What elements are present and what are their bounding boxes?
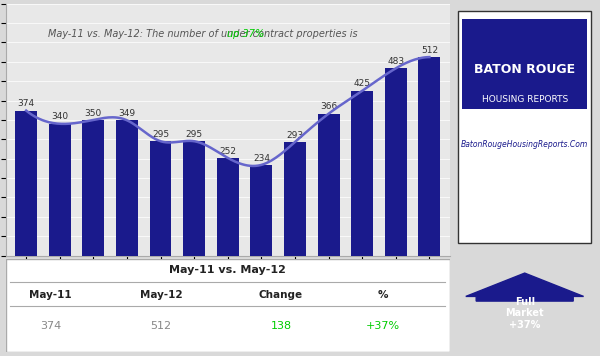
Text: 138: 138 xyxy=(271,321,292,331)
Text: %: % xyxy=(378,289,388,299)
Text: Full
Market
+37%: Full Market +37% xyxy=(505,297,544,330)
Text: BatonRougeHousingReports.Com: BatonRougeHousingReports.Com xyxy=(461,140,589,149)
Bar xyxy=(49,124,71,256)
Bar xyxy=(284,142,306,256)
Text: 374: 374 xyxy=(40,321,61,331)
Text: up 37%: up 37% xyxy=(227,30,264,40)
Text: May-11: May-11 xyxy=(29,289,71,299)
Bar xyxy=(116,120,138,256)
Text: 512: 512 xyxy=(151,321,172,331)
Text: HOUSING REPORTS: HOUSING REPORTS xyxy=(482,95,568,104)
Bar xyxy=(217,158,239,256)
Text: 252: 252 xyxy=(219,147,236,156)
Text: 350: 350 xyxy=(85,109,102,117)
Text: +37%: +37% xyxy=(366,321,400,331)
Text: 295: 295 xyxy=(185,130,203,139)
FancyBboxPatch shape xyxy=(463,19,587,109)
Text: 483: 483 xyxy=(387,57,404,66)
Text: Change: Change xyxy=(259,289,303,299)
Bar xyxy=(250,165,272,256)
Bar xyxy=(351,91,373,256)
Text: May-12: May-12 xyxy=(140,289,182,299)
Text: 512: 512 xyxy=(421,46,438,55)
Bar xyxy=(418,57,440,256)
Bar xyxy=(82,120,104,256)
Text: 234: 234 xyxy=(253,153,270,163)
Text: 374: 374 xyxy=(17,99,35,108)
FancyBboxPatch shape xyxy=(458,11,591,243)
Bar xyxy=(183,141,205,256)
Text: 340: 340 xyxy=(51,112,68,121)
Bar xyxy=(317,114,340,256)
Text: 349: 349 xyxy=(118,109,136,118)
Bar xyxy=(15,111,37,256)
Text: May-11 vs. May-12: The number of under contract properties is: May-11 vs. May-12: The number of under c… xyxy=(48,30,361,40)
Text: 295: 295 xyxy=(152,130,169,139)
Text: May-11 vs. May-12: May-11 vs. May-12 xyxy=(169,265,286,275)
FancyBboxPatch shape xyxy=(6,259,449,352)
Bar xyxy=(149,141,172,256)
Text: 293: 293 xyxy=(286,131,304,140)
Bar xyxy=(385,68,407,256)
Text: BATON ROUGE: BATON ROUGE xyxy=(474,63,575,75)
Text: 366: 366 xyxy=(320,103,337,111)
FancyArrow shape xyxy=(466,273,584,301)
Text: 425: 425 xyxy=(353,79,371,89)
